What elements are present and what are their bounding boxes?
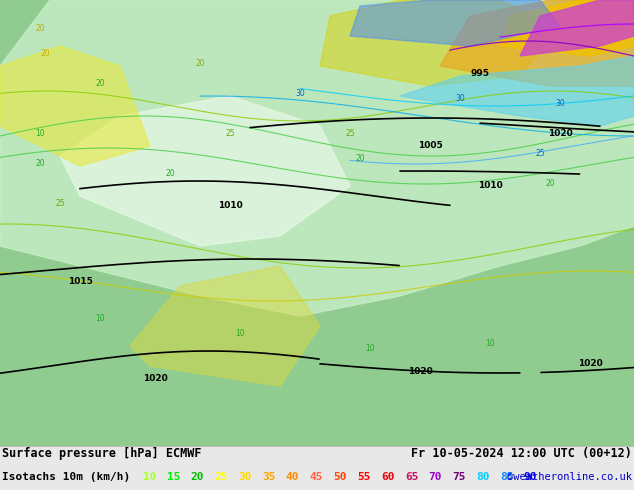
Text: 35: 35 — [262, 472, 276, 482]
Text: 1005: 1005 — [418, 141, 443, 150]
Text: 1020: 1020 — [408, 367, 432, 376]
Text: 25: 25 — [55, 199, 65, 208]
Text: 65: 65 — [404, 472, 418, 482]
Text: 1020: 1020 — [578, 359, 602, 368]
Text: 1020: 1020 — [143, 374, 167, 383]
Text: 90: 90 — [524, 472, 537, 482]
Text: 20: 20 — [191, 472, 204, 482]
Text: 1010: 1010 — [217, 201, 242, 210]
Text: 20: 20 — [95, 79, 105, 88]
Text: ©weatheronline.co.uk: ©weatheronline.co.uk — [507, 472, 632, 482]
Polygon shape — [0, 0, 634, 316]
Text: 10: 10 — [143, 472, 157, 482]
Text: 10: 10 — [485, 339, 495, 348]
Text: 30: 30 — [555, 99, 565, 108]
Text: 25: 25 — [535, 149, 545, 158]
Polygon shape — [0, 0, 634, 446]
Text: 80: 80 — [476, 472, 489, 482]
Text: 15: 15 — [167, 472, 180, 482]
Text: 20: 20 — [36, 159, 45, 168]
Polygon shape — [440, 0, 634, 86]
Text: 10: 10 — [36, 129, 45, 138]
Polygon shape — [350, 0, 560, 46]
Polygon shape — [0, 46, 150, 166]
Polygon shape — [500, 0, 634, 56]
Text: 85: 85 — [500, 472, 514, 482]
Text: 1015: 1015 — [68, 277, 93, 286]
Text: 995: 995 — [470, 69, 489, 78]
Polygon shape — [520, 0, 634, 56]
Text: 25: 25 — [345, 129, 355, 138]
Text: 30: 30 — [238, 472, 252, 482]
Text: 20: 20 — [545, 179, 555, 188]
Text: 30: 30 — [455, 94, 465, 103]
Text: 75: 75 — [453, 472, 466, 482]
Text: 20: 20 — [40, 49, 50, 58]
Text: Surface pressure [hPa] ECMWF: Surface pressure [hPa] ECMWF — [2, 447, 202, 460]
Polygon shape — [60, 96, 350, 246]
Text: 20: 20 — [195, 59, 205, 68]
Text: Isotachs 10m (km/h): Isotachs 10m (km/h) — [2, 472, 130, 482]
Polygon shape — [130, 266, 320, 386]
Text: 45: 45 — [309, 472, 323, 482]
Text: 20: 20 — [355, 154, 365, 163]
Text: 25: 25 — [214, 472, 228, 482]
Text: 60: 60 — [381, 472, 394, 482]
Text: 10: 10 — [95, 314, 105, 323]
Text: 20: 20 — [165, 169, 175, 178]
Text: 1020: 1020 — [548, 129, 573, 138]
Text: 25: 25 — [225, 129, 235, 138]
Text: 10: 10 — [235, 329, 245, 338]
Polygon shape — [320, 0, 560, 86]
Text: 1010: 1010 — [477, 181, 502, 190]
Polygon shape — [400, 56, 634, 126]
Text: 10: 10 — [365, 344, 375, 353]
Text: 50: 50 — [333, 472, 347, 482]
Text: Fr 10-05-2024 12:00 UTC (00+12): Fr 10-05-2024 12:00 UTC (00+12) — [411, 447, 632, 460]
Text: 40: 40 — [286, 472, 299, 482]
Text: 70: 70 — [429, 472, 442, 482]
Text: 20: 20 — [36, 24, 45, 33]
Text: 30: 30 — [295, 89, 305, 98]
Text: 55: 55 — [357, 472, 371, 482]
